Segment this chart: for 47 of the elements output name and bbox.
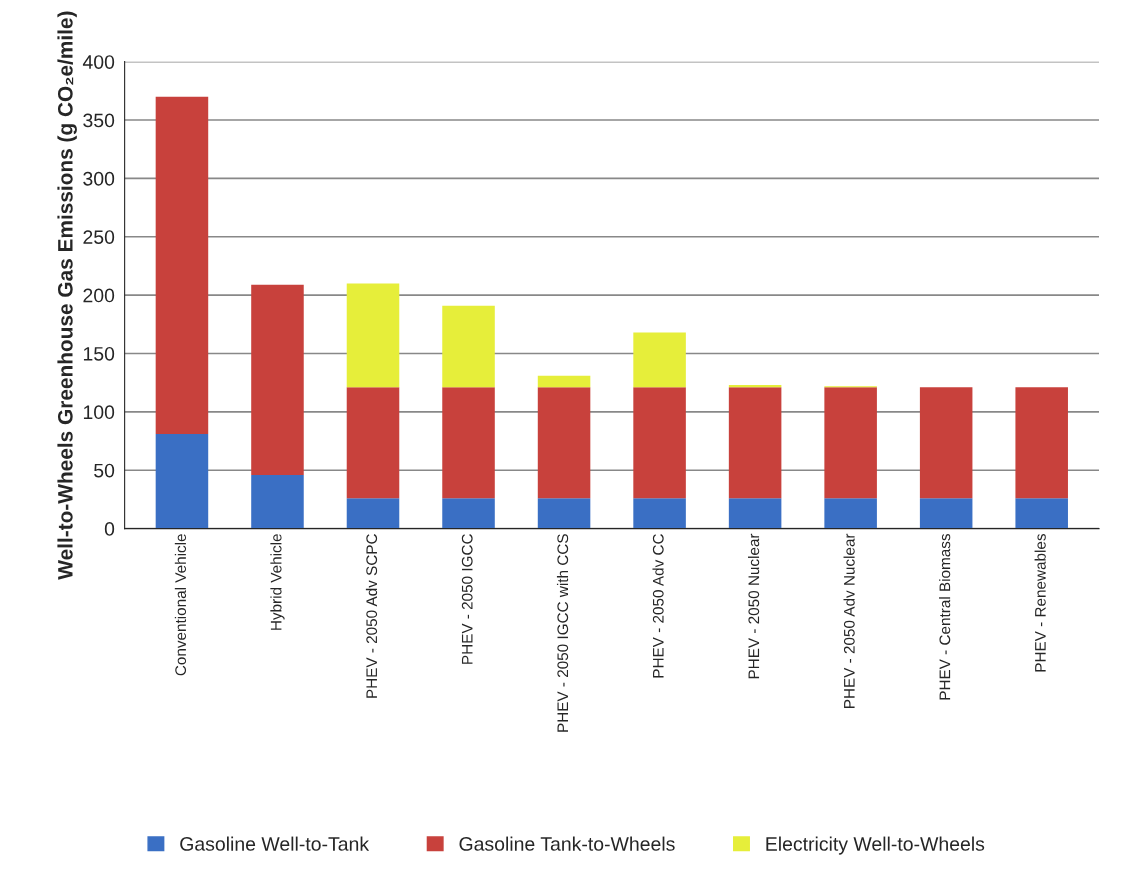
x-tick-label: PHEV - Renewables [1034,534,1046,672]
bar [251,284,304,475]
bar [346,283,400,388]
bar [824,498,877,529]
bar [919,387,973,499]
x-tick-label: PHEV - Central Biomass [939,534,951,700]
bar [633,332,686,388]
y-tick-label: 350 [83,113,115,128]
y-axis-title: Well-to-Wheels Greenhouse Gas Emissions (g CO₂e/mile) [57,11,77,580]
legend-label: Electricity Well-to-Wheels [766,836,985,855]
bar [537,498,591,529]
x-tick-label: PHEV - 2050 IGCC with CCS [556,534,569,732]
legend-label: Gasoline Well-to-Tank [180,836,370,851]
x-tick-label: PHEV - 2050 Adv CC [652,534,664,678]
bar [442,498,495,529]
bar [633,498,686,529]
bar [155,96,209,435]
y-tick-label: 200 [83,288,115,303]
y-tick-label: 400 [82,55,115,69]
bar [537,387,591,499]
bar [1015,498,1068,529]
bar [346,387,400,499]
bar [1015,387,1068,499]
x-tick-label: PHEV - 2050 Adv SCPC [365,534,378,698]
legend-label: Gasoline Tank-to-Wheels [459,836,675,851]
bar [251,474,304,529]
y-tick-label: 100 [83,405,115,420]
x-tick-label: Conventional Vehicle [174,534,187,676]
x-tick-label: Hybrid Vehicle [270,534,285,630]
x-tick-label: PHEV - 2050 Nuclear [747,533,760,679]
y-tick-label: 250 [83,230,115,245]
y-tick-label: 50 [94,463,115,478]
x-tick-label: PHEV - 2050 IGCC [461,534,473,664]
bar [824,387,877,499]
bar [633,387,686,499]
bar [442,305,495,388]
y-tick-label: 150 [83,346,115,361]
bar [537,375,591,388]
x-tick-label: PHEV - 2050 Adv Nuclear [843,533,855,708]
bar [728,498,782,529]
bar [442,387,495,499]
y-tick-label: 0 [104,522,115,536]
y-tick-label: 300 [83,171,115,186]
bar [155,434,209,529]
bar [728,387,782,499]
bar [919,498,973,529]
bar [346,498,400,529]
